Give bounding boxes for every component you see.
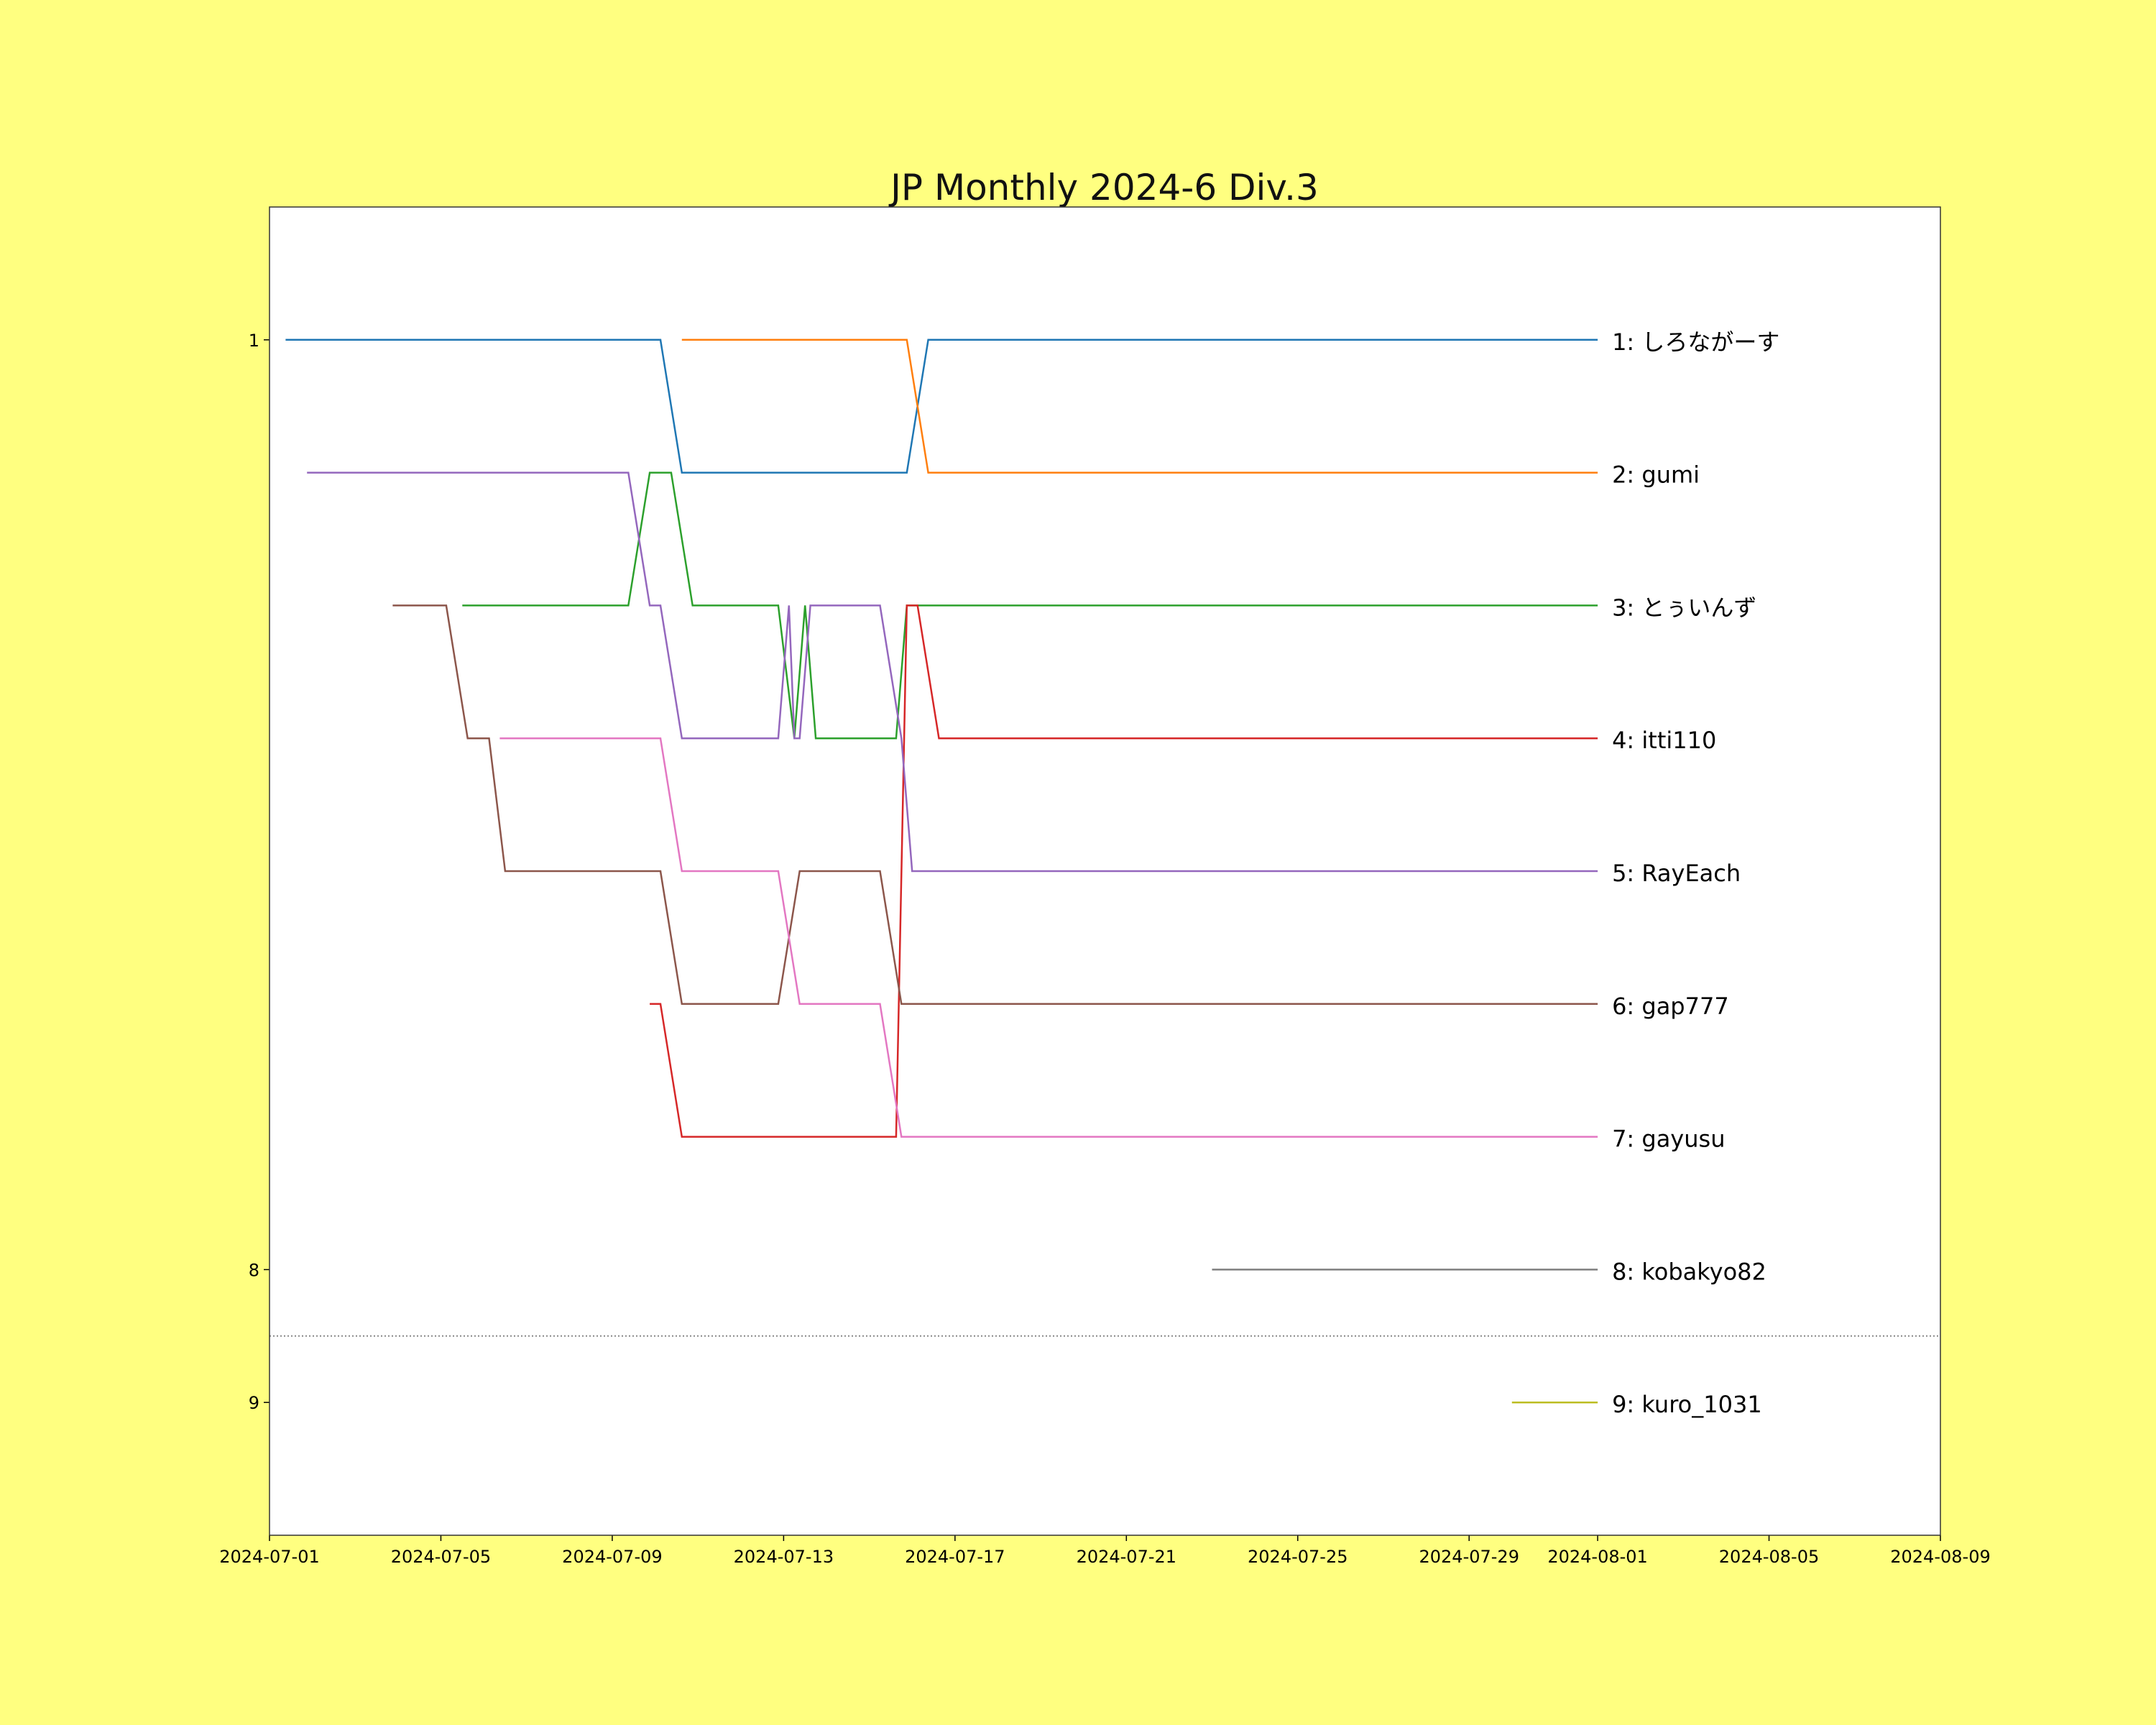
x-tick-label: 2024-07-25: [1248, 1547, 1348, 1567]
x-tick-label: 2024-07-13: [734, 1547, 834, 1567]
x-tick-label: 2024-07-09: [562, 1547, 662, 1567]
series-label-9: 9: kuro_1031: [1612, 1391, 1762, 1418]
y-tick-label: 1: [249, 331, 259, 351]
series-line-6: [392, 604, 1598, 1006]
series-label-2: 2: gumi: [1612, 461, 1700, 489]
x-tick-label: 2024-07-21: [1077, 1547, 1176, 1567]
x-tick-label: 2024-08-09: [1890, 1547, 1990, 1567]
series-line-7: [499, 737, 1598, 1138]
x-tick-label: 2024-07-29: [1419, 1547, 1519, 1567]
y-axis: 1 8 9: [249, 331, 270, 1413]
series-label-3: 3: とぅいんず: [1612, 594, 1756, 621]
x-tick-label: 2024-08-05: [1719, 1547, 1819, 1567]
series-line-1: [285, 339, 1598, 474]
chart-title: JP Monthly 2024-6 Div.3: [888, 167, 1319, 208]
series-label-layer: 1: しろながーす 2: gumi 3: とぅいんず 4: itti110 5: Ray…: [1612, 328, 1779, 1418]
series-line-5: [307, 472, 1598, 873]
series-label-4: 4: itti110: [1612, 727, 1716, 754]
series-line-2: [681, 339, 1598, 474]
x-axis: 2024-07-01 2024-07-05 2024-07-09 2024-07-13…: [219, 1535, 1991, 1567]
series-label-5: 5: RayEach: [1612, 860, 1741, 887]
x-tick-label: 2024-07-01: [219, 1547, 319, 1567]
y-tick-label: 8: [249, 1260, 259, 1280]
series-line-4: [650, 604, 1598, 1138]
series-label-7: 7: gayusu: [1612, 1126, 1725, 1153]
series-label-1: 1: しろながーす: [1612, 328, 1779, 356]
plot-frame: [269, 206, 1941, 1536]
x-tick-label: 2024-08-01: [1547, 1547, 1647, 1567]
series-layer: [285, 339, 1598, 1404]
x-tick-label: 2024-07-17: [905, 1547, 1005, 1567]
series-label-8: 8: kobakyo82: [1612, 1258, 1766, 1285]
y-tick-label: 9: [249, 1393, 259, 1413]
series-label-6: 6: gap777: [1612, 993, 1729, 1020]
x-tick-label: 2024-07-05: [391, 1547, 491, 1567]
